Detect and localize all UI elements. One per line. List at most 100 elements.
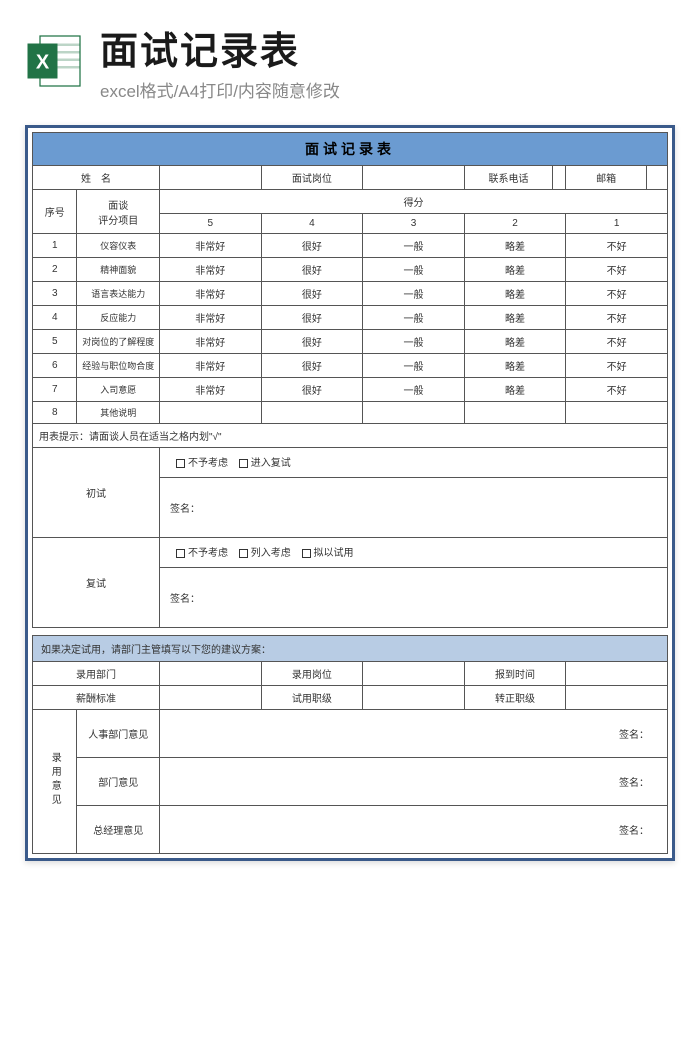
score-row: 3语言表达能力非常好很好一般略差不好: [33, 282, 668, 306]
row-num: 8: [33, 402, 77, 424]
score-cell[interactable]: 略差: [464, 306, 566, 330]
score-cell[interactable]: 略差: [464, 378, 566, 402]
row-item: 对岗位的了解程度: [77, 330, 160, 354]
svg-text:X: X: [36, 52, 50, 74]
second-options[interactable]: 不予考虑 列入考虑 拟以试用: [159, 538, 667, 568]
score-cell[interactable]: 很好: [261, 282, 363, 306]
salary-label: 薪酬标准: [33, 686, 160, 710]
score-cell[interactable]: 很好: [261, 378, 363, 402]
score-cell[interactable]: 很好: [261, 330, 363, 354]
form-page: 面试记录表 姓 名 面试岗位 联系电话 邮箱 序号 面谈 评分项目 得分 5 4…: [25, 125, 675, 861]
score-cell[interactable]: [566, 402, 668, 424]
score-1: 1: [566, 214, 668, 234]
score-cell[interactable]: 非常好: [159, 258, 261, 282]
score-cell[interactable]: 很好: [261, 306, 363, 330]
score-label: 得分: [159, 190, 667, 214]
score-cell[interactable]: 非常好: [159, 234, 261, 258]
score-cell[interactable]: 不好: [566, 258, 668, 282]
score-cell[interactable]: 很好: [261, 354, 363, 378]
trial-field[interactable]: [363, 686, 465, 710]
item-label: 面谈 评分项目: [77, 190, 160, 234]
score-cell[interactable]: [261, 402, 363, 424]
checkbox-icon[interactable]: [176, 459, 185, 468]
salary-field[interactable]: [159, 686, 261, 710]
score-cell[interactable]: 不好: [566, 354, 668, 378]
email-field[interactable]: [647, 166, 668, 190]
score-cell[interactable]: 略差: [464, 234, 566, 258]
score-3: 3: [363, 214, 465, 234]
score-cell[interactable]: 一般: [363, 282, 465, 306]
score-cell[interactable]: 一般: [363, 330, 465, 354]
seq-label: 序号: [33, 190, 77, 234]
score-cell[interactable]: 非常好: [159, 378, 261, 402]
position-field[interactable]: [363, 166, 465, 190]
score-row: 2精神面貌非常好很好一般略差不好: [33, 258, 668, 282]
dept-opinion-field[interactable]: 签名：: [159, 758, 667, 806]
checkbox-icon[interactable]: [239, 549, 248, 558]
date-label: 报到时间: [464, 662, 566, 686]
score-cell[interactable]: 一般: [363, 306, 465, 330]
phone-field[interactable]: [553, 166, 566, 190]
row-num: 6: [33, 354, 77, 378]
score-cell[interactable]: 一般: [363, 378, 465, 402]
score-row: 1仪容仪表非常好很好一般略差不好: [33, 234, 668, 258]
score-cell[interactable]: [159, 402, 261, 424]
score-cell[interactable]: 不好: [566, 378, 668, 402]
score-cell[interactable]: 一般: [363, 234, 465, 258]
row-item: 反应能力: [77, 306, 160, 330]
phone-label: 联系电话: [464, 166, 552, 190]
score-cell[interactable]: 略差: [464, 282, 566, 306]
formal-label: 转正职级: [464, 686, 566, 710]
decision-row-1: 录用部门 录用岗位 报到时间: [33, 662, 668, 686]
score-cell[interactable]: 非常好: [159, 282, 261, 306]
score-cell[interactable]: 很好: [261, 258, 363, 282]
interview-form-table: 面试记录表 姓 名 面试岗位 联系电话 邮箱 序号 面谈 评分项目 得分 5 4…: [32, 132, 668, 854]
score-cell[interactable]: 略差: [464, 258, 566, 282]
score-2: 2: [464, 214, 566, 234]
row-num: 5: [33, 330, 77, 354]
score-cell[interactable]: [363, 402, 465, 424]
pos-field[interactable]: [363, 662, 465, 686]
first-label: 初试: [33, 448, 160, 538]
position-label: 面试岗位: [261, 166, 363, 190]
second-sign[interactable]: 签名：: [159, 568, 667, 628]
score-row: 7入司意愿非常好很好一般略差不好: [33, 378, 668, 402]
score-cell[interactable]: 一般: [363, 258, 465, 282]
score-cell[interactable]: 不好: [566, 234, 668, 258]
second-label: 复试: [33, 538, 160, 628]
dept-field[interactable]: [159, 662, 261, 686]
opinion-header: 录用意见: [33, 710, 77, 854]
score-row: 5对岗位的了解程度非常好很好一般略差不好: [33, 330, 668, 354]
score-cell[interactable]: 略差: [464, 330, 566, 354]
score-cell[interactable]: 略差: [464, 354, 566, 378]
score-cell[interactable]: 不好: [566, 282, 668, 306]
score-cell[interactable]: 一般: [363, 354, 465, 378]
hr-opinion-field[interactable]: 签名：: [159, 710, 667, 758]
name-field[interactable]: [159, 166, 261, 190]
score-cell[interactable]: 非常好: [159, 306, 261, 330]
first-sign[interactable]: 签名：: [159, 478, 667, 538]
checkbox-icon[interactable]: [239, 459, 248, 468]
row-item: 仪容仪表: [77, 234, 160, 258]
score-cell[interactable]: 不好: [566, 330, 668, 354]
score-cell[interactable]: 不好: [566, 306, 668, 330]
excel-icon: X: [25, 31, 85, 91]
name-label: 姓 名: [33, 166, 160, 190]
row-item: 经验与职位吻合度: [77, 354, 160, 378]
first-options[interactable]: 不予考虑 进入复试: [159, 448, 667, 478]
score-cell[interactable]: 很好: [261, 234, 363, 258]
score-cell[interactable]: 非常好: [159, 354, 261, 378]
row-item: 入司意愿: [77, 378, 160, 402]
score-cell[interactable]: 非常好: [159, 330, 261, 354]
row-num: 3: [33, 282, 77, 306]
formal-field[interactable]: [566, 686, 668, 710]
score-cell[interactable]: [464, 402, 566, 424]
hr-opinion-label: 人事部门意见: [77, 710, 160, 758]
gm-opinion-field[interactable]: 签名：: [159, 806, 667, 854]
checkbox-icon[interactable]: [302, 549, 311, 558]
score-row: 8其他说明: [33, 402, 668, 424]
date-field[interactable]: [566, 662, 668, 686]
checkbox-icon[interactable]: [176, 549, 185, 558]
trial-label: 试用职级: [261, 686, 363, 710]
row-item: 语言表达能力: [77, 282, 160, 306]
